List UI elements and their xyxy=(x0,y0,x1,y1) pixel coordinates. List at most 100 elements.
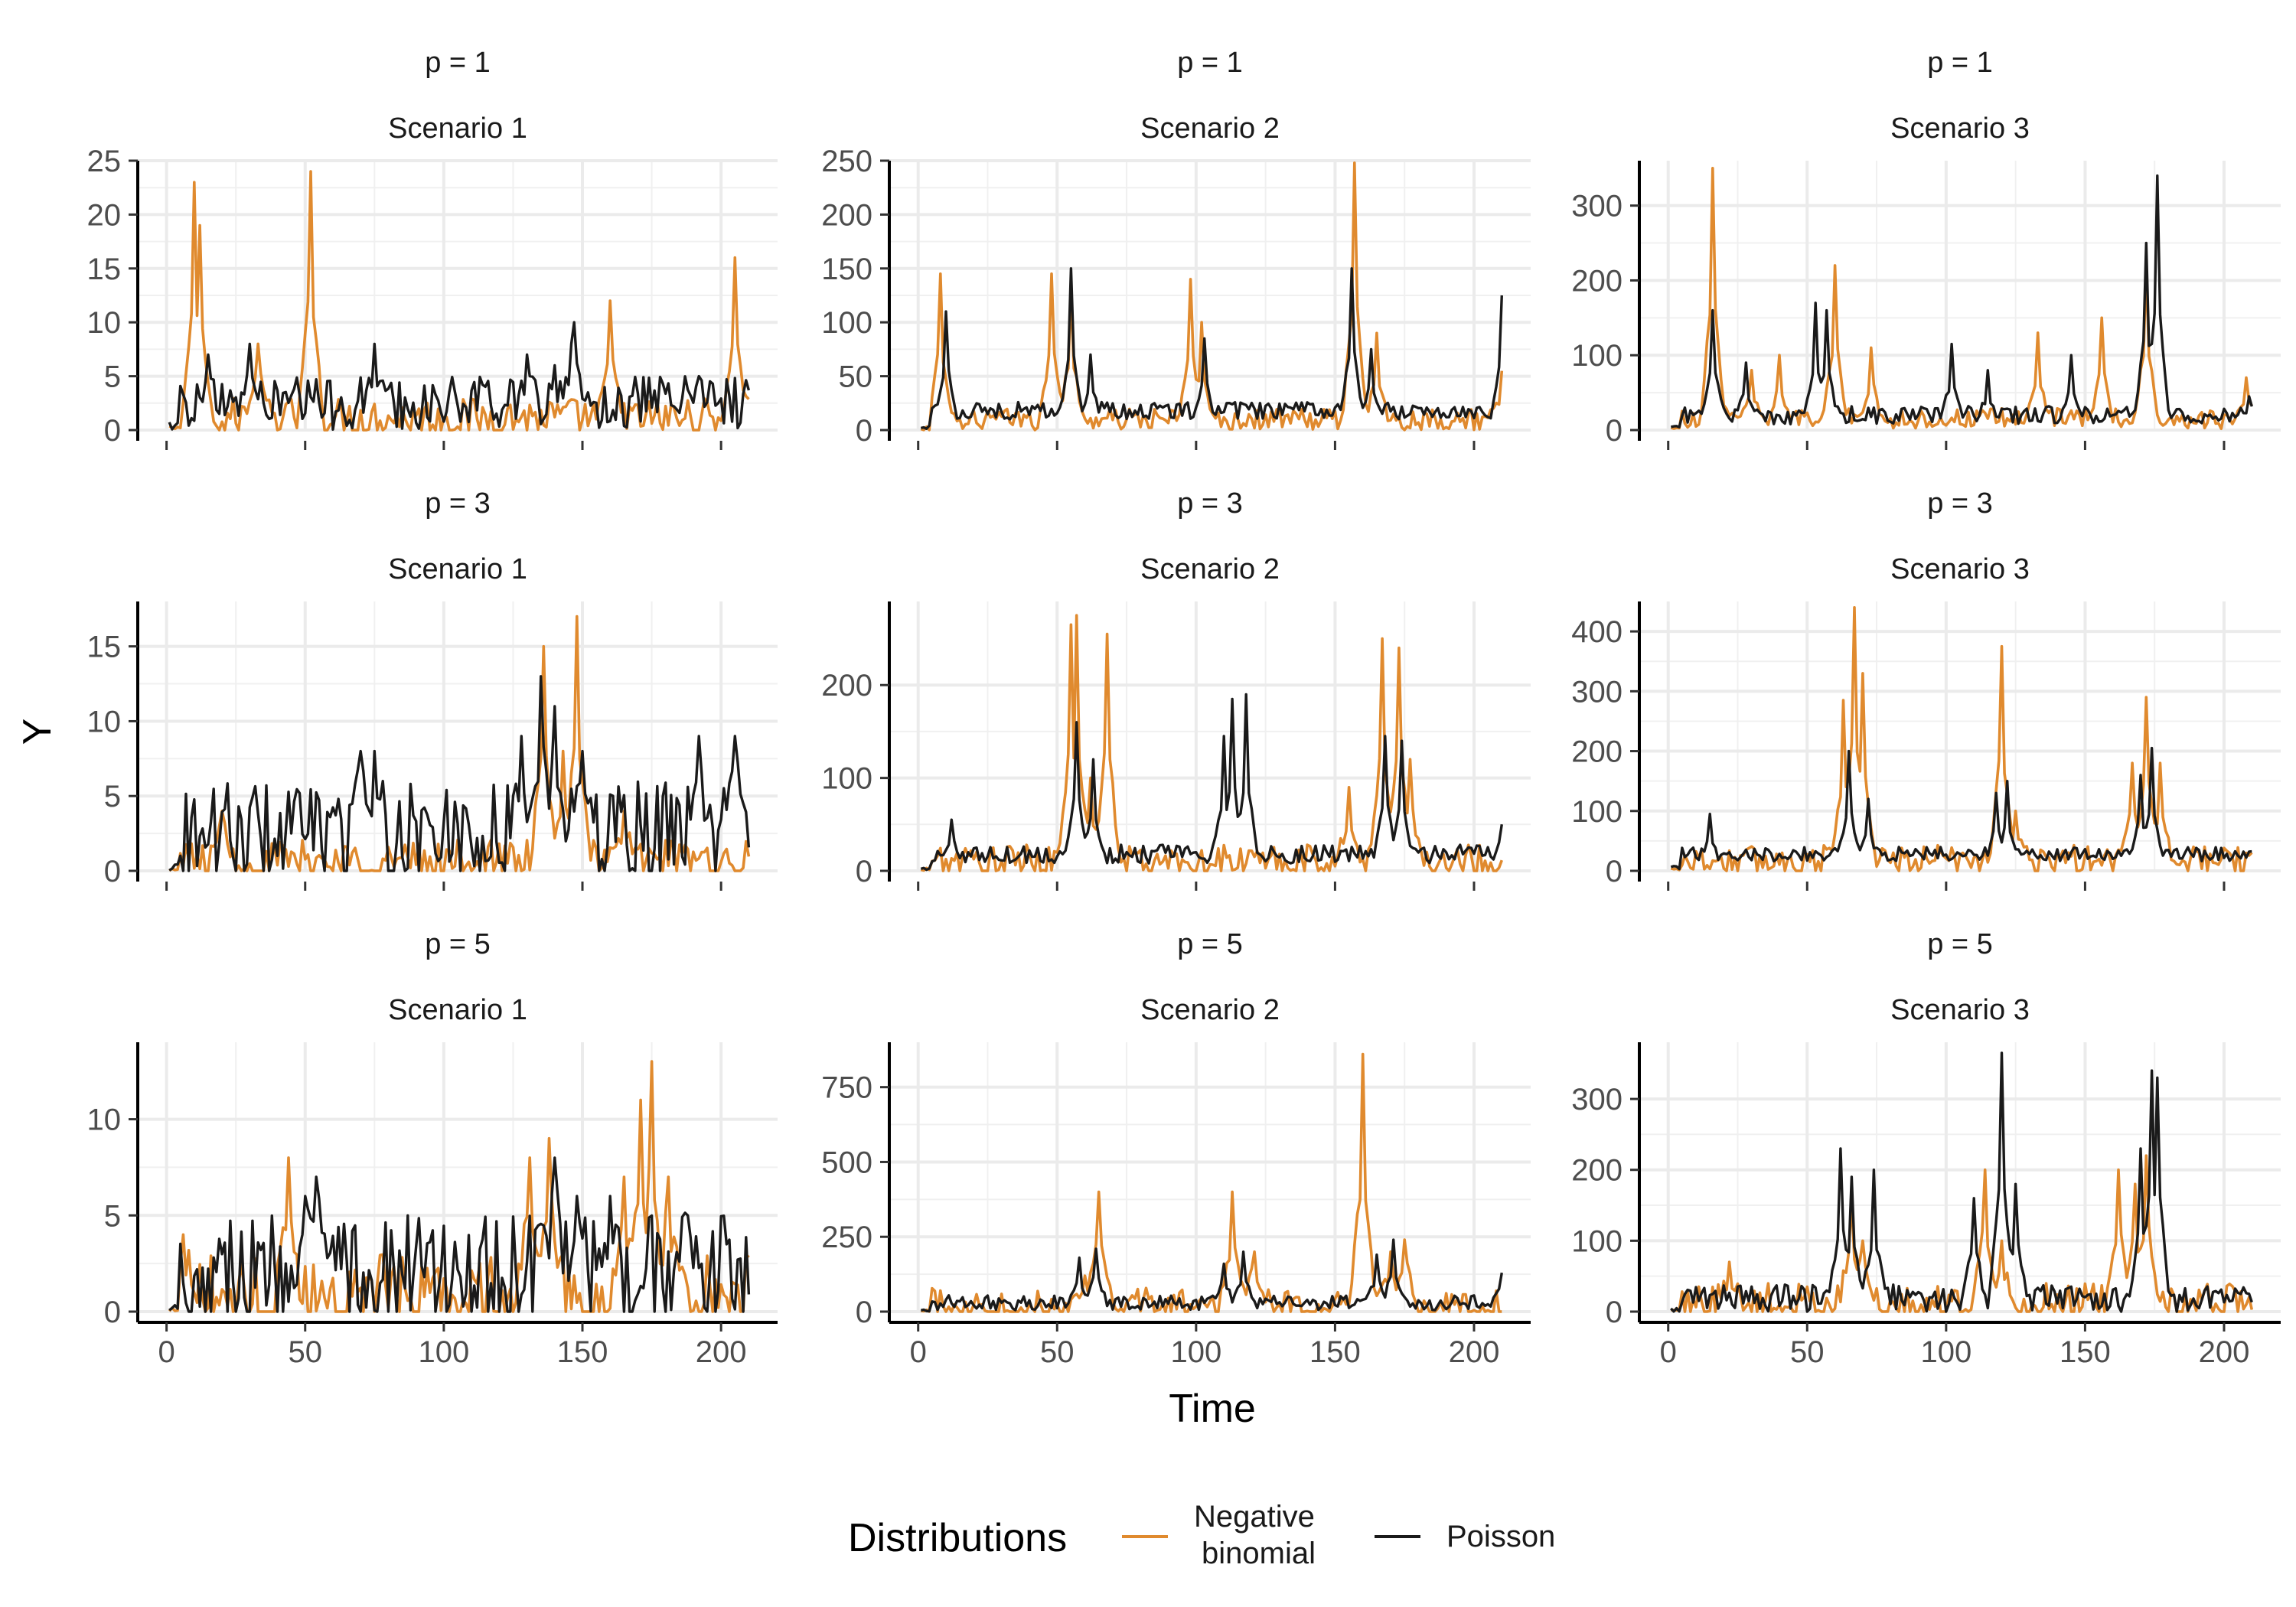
y-tick-label: 10 xyxy=(87,1103,122,1137)
facet-panel: p = 1 Scenario 1 0 5 10 15 20 25 xyxy=(87,47,778,450)
x-tick-label: 0 xyxy=(1660,1335,1677,1369)
y-tick-label: 5 xyxy=(104,360,121,394)
y-tick-label: 0 xyxy=(856,414,872,448)
facet-panel: p = 3 Scenario 2 0 100 200 xyxy=(821,487,1531,891)
series-line-poisson xyxy=(168,1156,751,1313)
y-tick-label: 25 xyxy=(87,145,122,178)
facet-panel: p = 3 Scenario 3 0 100 200 300 400 xyxy=(1571,487,2281,891)
facet-panels: p = 1 Scenario 1 0 5 10 15 20 25 p = 1 Scenario 2… xyxy=(87,47,2281,1369)
series-line-negative-binomial xyxy=(1670,605,2253,872)
legend: Distributions Negative binomial Poisson xyxy=(848,1500,1555,1570)
series-line-poisson xyxy=(920,693,1503,872)
x-tick-label: 0 xyxy=(158,1335,174,1369)
y-tick-label: 100 xyxy=(1571,339,1623,373)
x-tick-label: 100 xyxy=(1170,1335,1221,1369)
strip-label-p: p = 1 xyxy=(1927,47,1993,79)
y-tick-label: 500 xyxy=(821,1146,872,1179)
x-tick-label: 200 xyxy=(1449,1335,1500,1369)
strip-label-p: p = 5 xyxy=(1177,928,1243,960)
y-tick-label: 0 xyxy=(1606,1296,1623,1329)
strip-label-scenario: Scenario 1 xyxy=(388,994,527,1026)
strip-label-p: p = 3 xyxy=(1927,487,1993,520)
x-tick-label: 150 xyxy=(2060,1335,2111,1369)
y-tick-label: 15 xyxy=(87,631,122,664)
y-tick-label: 250 xyxy=(821,1221,872,1254)
y-tick-label: 0 xyxy=(104,414,121,448)
strip-label-scenario: Scenario 3 xyxy=(1890,994,2030,1026)
strip-label-scenario: Scenario 2 xyxy=(1140,553,1280,585)
series-line-negative-binomial xyxy=(168,170,750,432)
strip-label-scenario: Scenario 3 xyxy=(1890,112,2030,145)
x-tick-label: 50 xyxy=(1790,1335,1825,1369)
y-tick-label: 400 xyxy=(1571,615,1623,649)
series-line-negative-binomial xyxy=(921,1052,1502,1313)
y-tick-label: 200 xyxy=(821,198,872,232)
strip-label-scenario: Scenario 1 xyxy=(388,553,527,585)
y-tick-label: 5 xyxy=(104,1199,121,1233)
series-line-poisson xyxy=(168,321,751,431)
y-tick-label: 750 xyxy=(821,1071,872,1105)
strip-label-scenario: Scenario 1 xyxy=(388,112,527,145)
y-tick-label: 300 xyxy=(1571,675,1623,709)
y-tick-label: 250 xyxy=(821,145,872,178)
y-tick-label: 0 xyxy=(104,855,121,888)
series-line-negative-binomial xyxy=(1670,167,2253,431)
x-axis-title: Time xyxy=(1169,1387,1256,1431)
y-tick-label: 200 xyxy=(821,669,872,702)
y-tick-label: 100 xyxy=(821,306,872,340)
x-tick-label: 150 xyxy=(557,1335,608,1369)
y-tick-label: 100 xyxy=(1571,795,1623,829)
y-tick-label: 200 xyxy=(1571,735,1623,769)
y-tick-label: 0 xyxy=(1606,855,1623,888)
y-tick-label: 100 xyxy=(1571,1224,1623,1258)
strip-label-p: p = 3 xyxy=(1177,487,1243,520)
legend-label-negative-binomial-line1: Negative xyxy=(1194,1500,1315,1534)
series-line-negative-binomial xyxy=(168,1060,750,1313)
x-tick-label: 150 xyxy=(1309,1335,1361,1369)
series-line-poisson xyxy=(1670,746,2252,871)
strip-label-p: p = 3 xyxy=(425,487,491,520)
facet-panel: p = 1 Scenario 3 0 100 200 300 xyxy=(1571,47,2281,450)
y-tick-label: 10 xyxy=(87,705,122,738)
series-line-poisson xyxy=(920,267,1503,430)
x-tick-label: 200 xyxy=(2199,1335,2250,1369)
y-tick-label: 300 xyxy=(1571,190,1623,223)
facet-panel: p = 5 Scenario 3 0 50 100 150 200 0 100 200 300 xyxy=(1571,928,2281,1369)
series-line-poisson xyxy=(1670,1051,2253,1313)
series-line-negative-binomial xyxy=(920,614,1503,872)
x-tick-label: 0 xyxy=(910,1335,927,1369)
x-tick-label: 50 xyxy=(1040,1335,1075,1369)
y-axis-title: Y xyxy=(15,719,60,745)
facet-panel: p = 3 Scenario 1 0 5 10 15 xyxy=(87,487,778,891)
y-tick-label: 200 xyxy=(1571,1154,1623,1188)
series-line-poisson xyxy=(168,675,751,872)
legend-label-poisson: Poisson xyxy=(1446,1520,1555,1553)
y-tick-label: 0 xyxy=(856,855,872,888)
y-tick-label: 20 xyxy=(87,198,122,232)
x-tick-label: 50 xyxy=(289,1335,323,1369)
x-tick-label: 100 xyxy=(419,1335,470,1369)
series-line-poisson xyxy=(920,1238,1503,1313)
y-tick-label: 5 xyxy=(104,780,121,813)
strip-label-p: p = 5 xyxy=(425,928,491,960)
y-tick-label: 200 xyxy=(1571,264,1623,298)
strip-label-scenario: Scenario 2 xyxy=(1140,994,1280,1026)
x-tick-label: 200 xyxy=(696,1335,747,1369)
series-line-negative-binomial xyxy=(1671,1154,2254,1313)
series-line-poisson xyxy=(1670,174,2253,429)
x-tick-label: 100 xyxy=(1920,1335,1971,1369)
facet-panel: p = 1 Scenario 2 0 50 100 150 200 250 xyxy=(821,47,1531,450)
legend-label-negative-binomial-line2: binomial xyxy=(1202,1537,1316,1570)
facet-panel: p = 5 Scenario 1 0 50 100 150 200 0 5 10 xyxy=(87,928,778,1369)
strip-label-p: p = 1 xyxy=(1177,47,1243,79)
y-tick-label: 0 xyxy=(856,1296,872,1329)
y-tick-label: 100 xyxy=(821,762,872,796)
strip-label-p: p = 1 xyxy=(425,47,491,79)
series-line-negative-binomial xyxy=(920,161,1504,432)
y-tick-label: 0 xyxy=(1606,414,1623,448)
strip-label-scenario: Scenario 2 xyxy=(1140,112,1280,145)
strip-label-p: p = 5 xyxy=(1927,928,1993,960)
y-tick-label: 300 xyxy=(1571,1083,1623,1116)
y-tick-label: 10 xyxy=(87,306,122,340)
